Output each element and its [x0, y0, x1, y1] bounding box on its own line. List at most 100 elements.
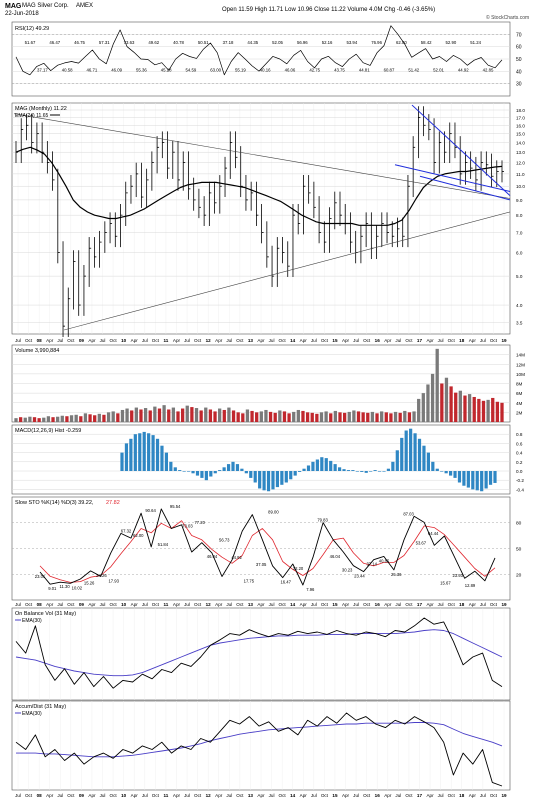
- macd-hist-bar: [409, 428, 413, 471]
- company-name: MAG Silver Corp.: [22, 3, 69, 9]
- price-tick-label: 15.0: [516, 132, 525, 137]
- x-tick-label: Oct: [279, 338, 287, 343]
- macd-hist-bar: [395, 450, 399, 471]
- macd-hist-bar: [320, 457, 324, 471]
- volume-bar: [449, 386, 453, 422]
- ema-line: [15, 146, 503, 226]
- volume-bar: [366, 412, 370, 422]
- volume-bar: [42, 417, 46, 422]
- macd-hist-bar: [342, 469, 346, 471]
- x-tick-label: Apr: [88, 793, 96, 798]
- price-tick-label: 6.0: [516, 250, 523, 255]
- volume-bar: [444, 377, 449, 422]
- macd-hist-bar: [147, 433, 151, 471]
- macd-hist-bar: [195, 471, 200, 476]
- x-tick-label: Jul: [269, 338, 275, 343]
- x-tick-label: Apr: [46, 793, 54, 798]
- macd-hist-bar: [386, 468, 391, 471]
- x-tick-label: Apr: [469, 338, 477, 343]
- x-tick-label: Jul: [395, 793, 401, 798]
- chart-date: 22-Jun-2018: [5, 11, 39, 17]
- volume-bar: [305, 412, 310, 422]
- x-tick-label: 17: [417, 602, 423, 607]
- volume-bar: [14, 418, 18, 422]
- rsi-value-label: 52.90: [445, 40, 456, 45]
- macd-hist-bar: [169, 461, 173, 471]
- rsi-value-label: 52.16: [322, 40, 333, 45]
- volume-bar: [130, 410, 134, 422]
- sto-value-label: 30.23: [342, 568, 353, 573]
- x-tick-label: Oct: [490, 338, 498, 343]
- volume-bar: [375, 413, 379, 422]
- macd-hist-bar: [493, 471, 497, 483]
- macd-hist-bar: [377, 471, 382, 472]
- volume-bar: [32, 417, 37, 422]
- x-tick-label: Apr: [257, 793, 265, 798]
- price-tick-label: 18.0: [516, 108, 525, 113]
- volume-bar: [278, 410, 282, 422]
- volume-bar: [361, 412, 365, 422]
- rsi-value-label: 44.92: [458, 67, 469, 72]
- rsi-value-label: 46.06: [285, 67, 296, 72]
- x-tick-label: 19: [501, 338, 507, 343]
- x-tick-label: Jul: [15, 793, 21, 798]
- sto-k-line: [39, 508, 496, 586]
- macd-hist-bar: [187, 471, 191, 472]
- x-tick-label: Jul: [184, 338, 190, 343]
- rsi-value-label: 42.85: [483, 67, 494, 72]
- x-tick-label: Jul: [15, 338, 21, 343]
- volume-bar: [310, 412, 314, 422]
- x-tick-label: Apr: [215, 793, 223, 798]
- rsi-value-label: 46.09: [111, 67, 122, 72]
- x-tick-label: Apr: [131, 793, 139, 798]
- volume-bar: [120, 409, 125, 422]
- volume-bar: [495, 401, 500, 422]
- rsi-value-label: 37.17: [37, 67, 48, 72]
- macd-hist-bar: [218, 470, 222, 471]
- volume-bar: [458, 390, 462, 422]
- x-tick-label: Jul: [269, 602, 275, 607]
- exchange-name: AMEX: [76, 3, 94, 9]
- x-tick-label: Apr: [342, 338, 350, 343]
- x-tick-label: 17: [417, 338, 423, 343]
- x-tick-label: Oct: [448, 338, 456, 343]
- volume-bar: [435, 348, 439, 422]
- x-tick-label: Apr: [300, 793, 308, 798]
- x-tick-label: Jul: [438, 602, 444, 607]
- ema-legend: EMA(24) 11.65: [15, 113, 48, 119]
- sto-d-value: 27.82: [106, 500, 120, 506]
- x-tick-label: 12: [206, 338, 212, 343]
- macd-hist-bar: [382, 471, 386, 472]
- macd-tick-label: -0.2: [516, 478, 524, 483]
- macd-hist-bar: [280, 471, 284, 485]
- x-tick-label: Jul: [353, 602, 359, 607]
- x-tick-label: Oct: [321, 602, 329, 607]
- volume-tick-label: 6M: [516, 391, 523, 396]
- x-tick-label: Oct: [152, 602, 160, 607]
- volume-bar: [204, 407, 208, 422]
- quote-line: Open 11.59 High 11.71 Low 10.96 Close 11…: [222, 7, 436, 13]
- sto-tick-label: 50: [516, 547, 522, 553]
- volume-bar: [292, 411, 296, 422]
- macd-hist-bar: [200, 471, 204, 478]
- macd-tick-label: 0.6: [516, 441, 523, 446]
- x-tick-label: Jul: [226, 602, 232, 607]
- volume-bar: [491, 397, 495, 422]
- macd-hist-bar: [306, 465, 311, 471]
- volume-bar: [88, 414, 92, 422]
- volume-bar: [79, 416, 83, 422]
- x-tick-label: 11: [163, 338, 168, 343]
- macd-hist-bar: [315, 459, 319, 471]
- rsi-value-label: 49.62: [148, 40, 159, 45]
- sto-value-label: 9.01: [48, 586, 57, 591]
- volume-bar: [347, 411, 351, 422]
- x-tick-label: Jul: [395, 602, 401, 607]
- volume-bar: [65, 416, 69, 422]
- x-tick-label: Oct: [490, 602, 498, 607]
- x-tick-label: Apr: [342, 602, 350, 607]
- x-tick-label: Jul: [57, 338, 63, 343]
- x-tick-label: 12: [206, 602, 212, 607]
- sto-value-label: 32.20: [293, 566, 304, 571]
- macd-hist-bar: [457, 471, 462, 483]
- sto-tick-label: 20: [516, 573, 522, 579]
